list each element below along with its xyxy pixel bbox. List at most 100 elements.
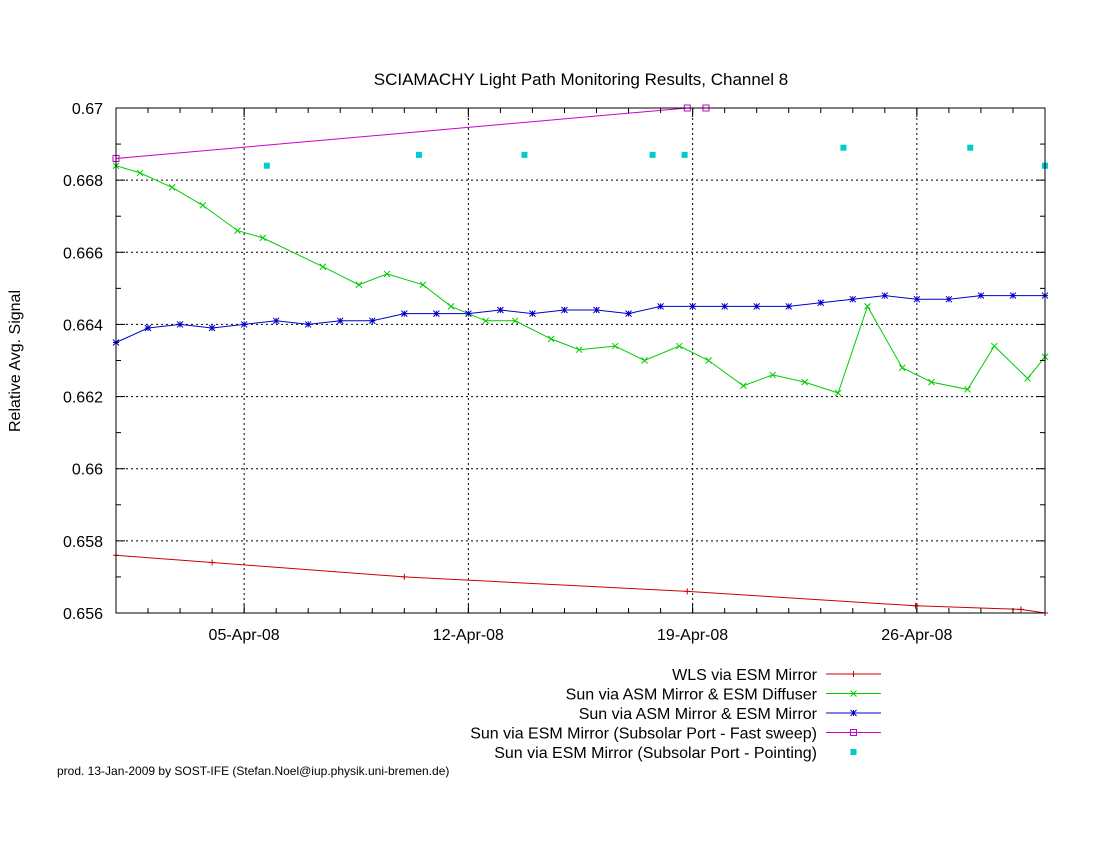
data-point bbox=[675, 342, 683, 350]
data-point bbox=[561, 306, 568, 314]
series-3 bbox=[112, 292, 1049, 346]
data-point bbox=[611, 342, 619, 350]
data-point bbox=[304, 321, 312, 328]
data-point bbox=[401, 573, 408, 580]
data-point bbox=[208, 324, 216, 332]
data-point bbox=[753, 303, 761, 310]
data-point bbox=[355, 281, 363, 289]
data-point bbox=[913, 295, 921, 303]
data-point bbox=[657, 303, 664, 310]
data-point bbox=[368, 317, 376, 325]
data-point bbox=[336, 317, 344, 325]
legend-item: WLS via ESM Mirror bbox=[672, 667, 881, 684]
data-point bbox=[705, 357, 712, 364]
data-point bbox=[1024, 375, 1032, 382]
data-point bbox=[593, 306, 600, 314]
legend-item: Sun via ASM Mirror & ESM Mirror bbox=[579, 706, 881, 723]
legend-item: Sun via ESM Mirror (Subsolar Port - Poin… bbox=[494, 745, 857, 762]
y-axis-label: Relative Avg. Signal bbox=[7, 290, 24, 432]
data-point bbox=[928, 378, 935, 386]
legend-swatch-marker bbox=[850, 749, 857, 755]
data-point bbox=[964, 386, 971, 393]
data-point bbox=[840, 144, 847, 151]
data-point bbox=[689, 303, 696, 310]
data-point bbox=[1017, 606, 1024, 613]
legend-label: WLS via ESM Mirror bbox=[672, 667, 818, 684]
axis-ticks: 0.656 0.658 0.66 0.662 0.664 0.666 0.668 0.67 05… bbox=[63, 101, 1045, 644]
data-point bbox=[529, 310, 536, 317]
grid bbox=[116, 108, 1045, 613]
data-point bbox=[272, 317, 280, 325]
data-point bbox=[881, 292, 889, 299]
legend-item: Sun via ASM Mirror & ESM Diffuser bbox=[566, 687, 881, 704]
series-line bbox=[115, 295, 1045, 343]
legend-label: Sun via ASM Mirror & ESM Mirror bbox=[579, 706, 818, 723]
data-point bbox=[511, 317, 519, 325]
data-point bbox=[684, 588, 691, 595]
data-point bbox=[209, 559, 216, 566]
data-point bbox=[234, 227, 241, 234]
data-point bbox=[482, 317, 490, 325]
data-point bbox=[967, 144, 974, 151]
series-2 bbox=[112, 162, 1049, 397]
data-point bbox=[990, 342, 998, 350]
data-point bbox=[945, 295, 953, 303]
x-tick-label: 05-Apr-08 bbox=[209, 627, 280, 644]
data-point bbox=[319, 263, 327, 271]
legend-swatch-marker bbox=[850, 690, 857, 697]
data-point bbox=[864, 303, 871, 310]
data-point bbox=[801, 378, 809, 386]
data-point bbox=[769, 371, 777, 379]
data-point bbox=[199, 202, 207, 209]
data-point bbox=[817, 299, 825, 307]
y-tick-label: 0.662 bbox=[63, 390, 103, 407]
x-tick-label: 19-Apr-08 bbox=[657, 627, 728, 644]
legend: WLS via ESM Mirror Sun via ASM Mirror & E… bbox=[470, 667, 881, 762]
y-tick-label: 0.656 bbox=[63, 606, 103, 623]
data-point bbox=[641, 357, 648, 364]
legend-item: Sun via ESM Mirror (Subsolar Port - Fast… bbox=[470, 726, 881, 743]
y-tick-label: 0.666 bbox=[63, 245, 103, 262]
legend-label: Sun via ESM Mirror (Subsolar Port - Fast… bbox=[470, 726, 817, 743]
legend-swatch-marker bbox=[850, 671, 857, 677]
x-tick-label: 26-Apr-08 bbox=[881, 627, 952, 644]
series-1 bbox=[113, 552, 1048, 616]
data-point bbox=[739, 382, 747, 390]
data-point bbox=[447, 303, 455, 310]
data-point bbox=[898, 364, 906, 372]
data-point bbox=[465, 310, 472, 317]
y-tick-label: 0.67 bbox=[72, 101, 103, 118]
legend-swatch-marker bbox=[850, 709, 857, 717]
data-point bbox=[432, 310, 440, 317]
data-point bbox=[834, 389, 842, 397]
data-point bbox=[419, 281, 427, 289]
data-point bbox=[259, 234, 267, 242]
data-point bbox=[625, 310, 632, 317]
data-point bbox=[721, 303, 729, 310]
data-point bbox=[263, 162, 270, 169]
data-point bbox=[575, 346, 583, 354]
legend-swatch-marker bbox=[850, 729, 857, 736]
x-tick-label: 12-Apr-08 bbox=[433, 627, 504, 644]
data-point bbox=[497, 306, 504, 314]
data-point bbox=[977, 292, 985, 299]
data-point bbox=[785, 303, 793, 310]
data-point bbox=[681, 151, 688, 158]
data-point bbox=[912, 602, 919, 609]
data-point bbox=[240, 321, 248, 328]
data-point bbox=[383, 270, 391, 278]
data-point bbox=[415, 151, 422, 158]
legend-label: Sun via ESM Mirror (Subsolar Port - Poin… bbox=[494, 745, 817, 762]
y-tick-label: 0.66 bbox=[72, 462, 103, 479]
data-point bbox=[849, 295, 857, 303]
footer-note: prod. 13-Jan-2009 by SOST-IFE (Stefan.No… bbox=[57, 764, 449, 778]
y-tick-label: 0.658 bbox=[63, 534, 103, 551]
data-point bbox=[136, 169, 144, 177]
data-point bbox=[1009, 292, 1017, 299]
y-tick-label: 0.668 bbox=[63, 173, 103, 190]
data-point bbox=[168, 184, 176, 191]
series-line bbox=[115, 165, 1046, 394]
chart-title: SCIAMACHY Light Path Monitoring Results,… bbox=[374, 70, 789, 89]
data-point bbox=[521, 151, 528, 158]
